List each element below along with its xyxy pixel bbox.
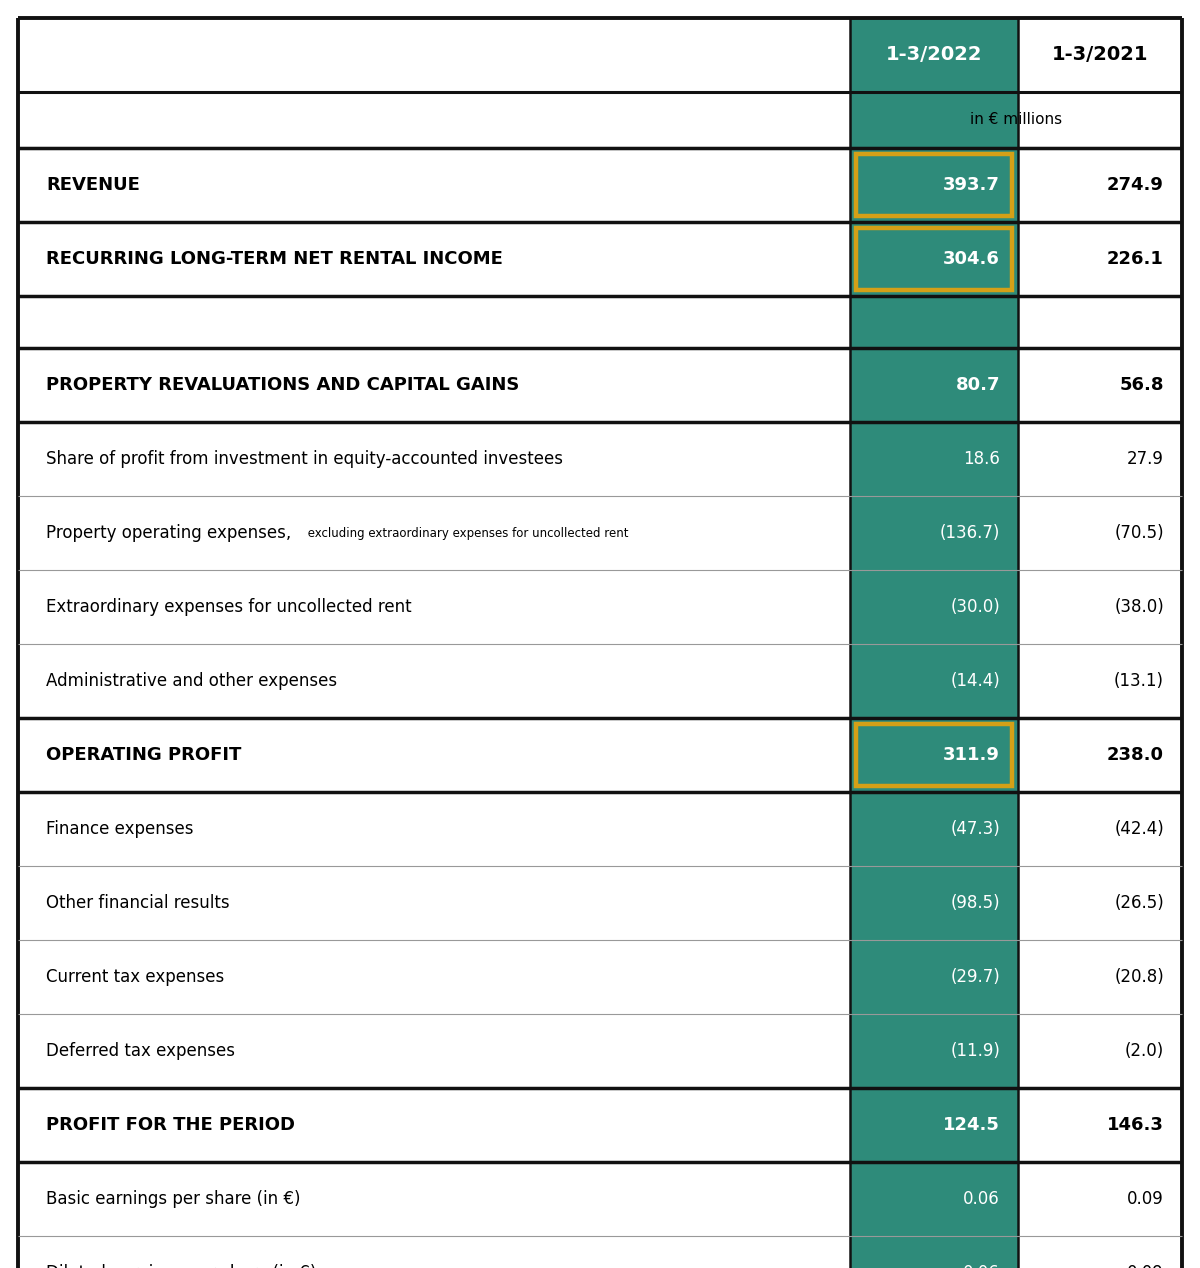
Text: Extraordinary expenses for uncollected rent: Extraordinary expenses for uncollected r… [46, 598, 412, 616]
Bar [856, 153, 1012, 216]
Text: 1-3/2021: 1-3/2021 [1051, 46, 1148, 65]
Text: Other financial results: Other financial results [46, 894, 229, 912]
Text: 274.9: 274.9 [1108, 176, 1164, 194]
Text: (11.9): (11.9) [950, 1042, 1000, 1060]
Text: in € millions: in € millions [970, 113, 1062, 128]
Text: (13.1): (13.1) [1114, 672, 1164, 690]
Text: 0.09: 0.09 [1127, 1189, 1164, 1208]
Text: 226.1: 226.1 [1108, 250, 1164, 268]
Text: Current tax expenses: Current tax expenses [46, 967, 224, 987]
Text: 304.6: 304.6 [943, 250, 1000, 268]
Bar [856, 228, 1012, 290]
Text: 238.0: 238.0 [1108, 746, 1164, 765]
Text: 0.06: 0.06 [964, 1264, 1000, 1268]
Text: 0.06: 0.06 [964, 1189, 1000, 1208]
Text: 1-3/2022: 1-3/2022 [886, 46, 983, 65]
Text: (2.0): (2.0) [1124, 1042, 1164, 1060]
Text: 80.7: 80.7 [955, 377, 1000, 394]
Text: 0.09: 0.09 [1127, 1264, 1164, 1268]
Text: 18.6: 18.6 [964, 450, 1000, 468]
Text: Deferred tax expenses: Deferred tax expenses [46, 1042, 235, 1060]
Text: (20.8): (20.8) [1115, 967, 1164, 987]
Text: PROPERTY REVALUATIONS AND CAPITAL GAINS: PROPERTY REVALUATIONS AND CAPITAL GAINS [46, 377, 520, 394]
Text: excluding extraordinary expenses for uncollected rent: excluding extraordinary expenses for unc… [304, 526, 628, 539]
Text: (29.7): (29.7) [950, 967, 1000, 987]
Text: (98.5): (98.5) [950, 894, 1000, 912]
Text: (136.7): (136.7) [940, 524, 1000, 541]
Text: REVENUE: REVENUE [46, 176, 140, 194]
Text: PROFIT FOR THE PERIOD: PROFIT FOR THE PERIOD [46, 1116, 295, 1134]
Text: (30.0): (30.0) [950, 598, 1000, 616]
Text: Property operating expenses,: Property operating expenses, [46, 524, 292, 541]
Text: Diluted earnings per share (in €): Diluted earnings per share (in €) [46, 1264, 317, 1268]
Bar [850, 18, 1018, 1268]
Text: (26.5): (26.5) [1115, 894, 1164, 912]
Text: (38.0): (38.0) [1115, 598, 1164, 616]
Text: RECURRING LONG-TERM NET RENTAL INCOME: RECURRING LONG-TERM NET RENTAL INCOME [46, 250, 503, 268]
Text: 146.3: 146.3 [1108, 1116, 1164, 1134]
Text: (47.3): (47.3) [950, 820, 1000, 838]
Text: (70.5): (70.5) [1115, 524, 1164, 541]
Text: Share of profit from investment in equity-accounted investees: Share of profit from investment in equit… [46, 450, 563, 468]
Bar [856, 724, 1012, 786]
Text: (42.4): (42.4) [1115, 820, 1164, 838]
Text: 27.9: 27.9 [1127, 450, 1164, 468]
Text: (14.4): (14.4) [950, 672, 1000, 690]
Text: 311.9: 311.9 [943, 746, 1000, 765]
Text: Finance expenses: Finance expenses [46, 820, 193, 838]
Text: Basic earnings per share (in €): Basic earnings per share (in €) [46, 1189, 300, 1208]
Text: 124.5: 124.5 [943, 1116, 1000, 1134]
Text: Administrative and other expenses: Administrative and other expenses [46, 672, 337, 690]
Text: 56.8: 56.8 [1120, 377, 1164, 394]
Text: 393.7: 393.7 [943, 176, 1000, 194]
Text: OPERATING PROFIT: OPERATING PROFIT [46, 746, 241, 765]
